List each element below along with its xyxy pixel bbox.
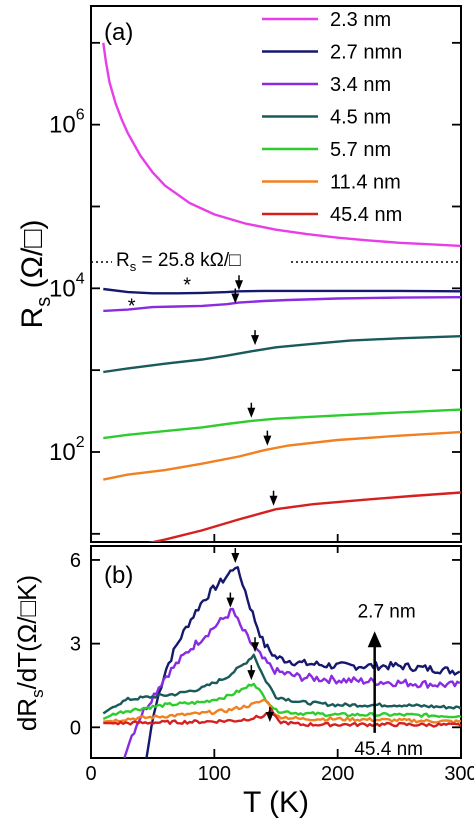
markers-b: [226, 547, 274, 722]
x-axis-label: T (K): [243, 786, 309, 819]
arrowhead-marker-b: [265, 711, 274, 722]
y-tick-label-b: 0: [70, 717, 81, 739]
arrowhead-marker: [247, 407, 256, 418]
x-tick-label: 200: [321, 763, 354, 785]
thickness-arrow-annotation: 2.7 nm 45.4 nm: [354, 601, 423, 760]
arrowhead-marker: [263, 435, 272, 446]
legend-label: 5.7 nm: [330, 139, 391, 161]
x-tick-label: 100: [198, 763, 231, 785]
derivative-line-2-7-nm: [145, 566, 461, 758]
derivative-line-3-4-nm: [123, 607, 461, 758]
arrowhead-marker: [231, 293, 240, 304]
derivative-line-4-5-nm: [102, 653, 461, 715]
arrowhead-marker-b: [231, 552, 240, 563]
arrowhead-marker: [251, 335, 260, 346]
star-marker: *: [183, 275, 191, 297]
ticks-b: 0 3 6 0 100 200 300: [70, 546, 474, 785]
x-tick-label: 0: [85, 763, 96, 785]
y-tick-label: 104: [49, 270, 85, 302]
y-tick-label-b: 3: [70, 634, 81, 656]
series-line-45-4-nm: [148, 491, 461, 542]
panel-b-label: (b): [104, 562, 133, 589]
series-line-2-3-nm: [102, 42, 461, 248]
x-tick-label: 300: [444, 763, 474, 785]
trend-arrow-head: [367, 631, 382, 648]
legend: 2.3 nm 2.7 nmn 3.4 nm 4.5 nm 5.7 nm 11.4 nm 45…: [262, 9, 402, 226]
markers-a: **: [128, 275, 278, 506]
legend-label: 2.7 nmn: [330, 42, 402, 64]
legend-label: 4.5 nm: [330, 107, 391, 129]
panel-a-label: (a): [104, 19, 133, 46]
reference-line: Rs = 25.8 kΩ/□: [91, 243, 461, 274]
series-line-3-4-nm: [103, 296, 461, 313]
annotation-top-label: 2.7 nm: [358, 601, 416, 622]
arrowhead-marker: [269, 495, 278, 506]
derivative-line-11-4-nm: [103, 698, 461, 724]
derivative-line-5-7-nm: [102, 682, 461, 720]
series-lines-a: [102, 42, 461, 542]
legend-label: 2.3 nm: [330, 9, 391, 31]
series-line-2-7-nmn: [103, 287, 461, 295]
legend-label: 11.4 nm: [330, 172, 401, 194]
y-ticks-a: 106 104 102: [49, 41, 462, 542]
arrowhead-marker: [235, 280, 243, 291]
annotation-bottom-label: 45.4 nm: [354, 739, 423, 760]
series-lines-b: [102, 566, 461, 758]
y-tick-label: 102: [49, 434, 85, 466]
series-line-11-4-nm: [103, 430, 461, 481]
panel-b-frame: [90, 545, 462, 759]
y-axis-label-b: dRs/dT(Ω/□K): [12, 575, 47, 731]
reference-label: Rs = 25.8 kΩ/□: [116, 250, 241, 274]
panel-b: (b) 0 3 6 0 100 200 300 2.7 nm 45.4 nm dRs/dT(…: [12, 545, 474, 819]
arrowhead-marker-b: [247, 670, 256, 681]
series-line-5-7-nm: [103, 408, 461, 440]
legend-label: 45.4 nm: [330, 204, 402, 226]
reference-label-bg: [112, 243, 290, 273]
y-axis-label-a: Rs (Ω/□): [16, 220, 55, 329]
arrowhead-marker-b: [251, 642, 260, 653]
arrowhead-marker-b: [226, 597, 235, 608]
series-line-4-5-nm: [103, 335, 461, 374]
panel-a-frame: [90, 5, 462, 543]
y-tick-label: 106: [49, 107, 85, 139]
y-tick-label-b: 6: [70, 550, 81, 572]
derivative-line-45-4-nm: [103, 707, 461, 728]
legend-label: 3.4 nm: [330, 74, 391, 96]
star-marker: *: [128, 295, 136, 317]
